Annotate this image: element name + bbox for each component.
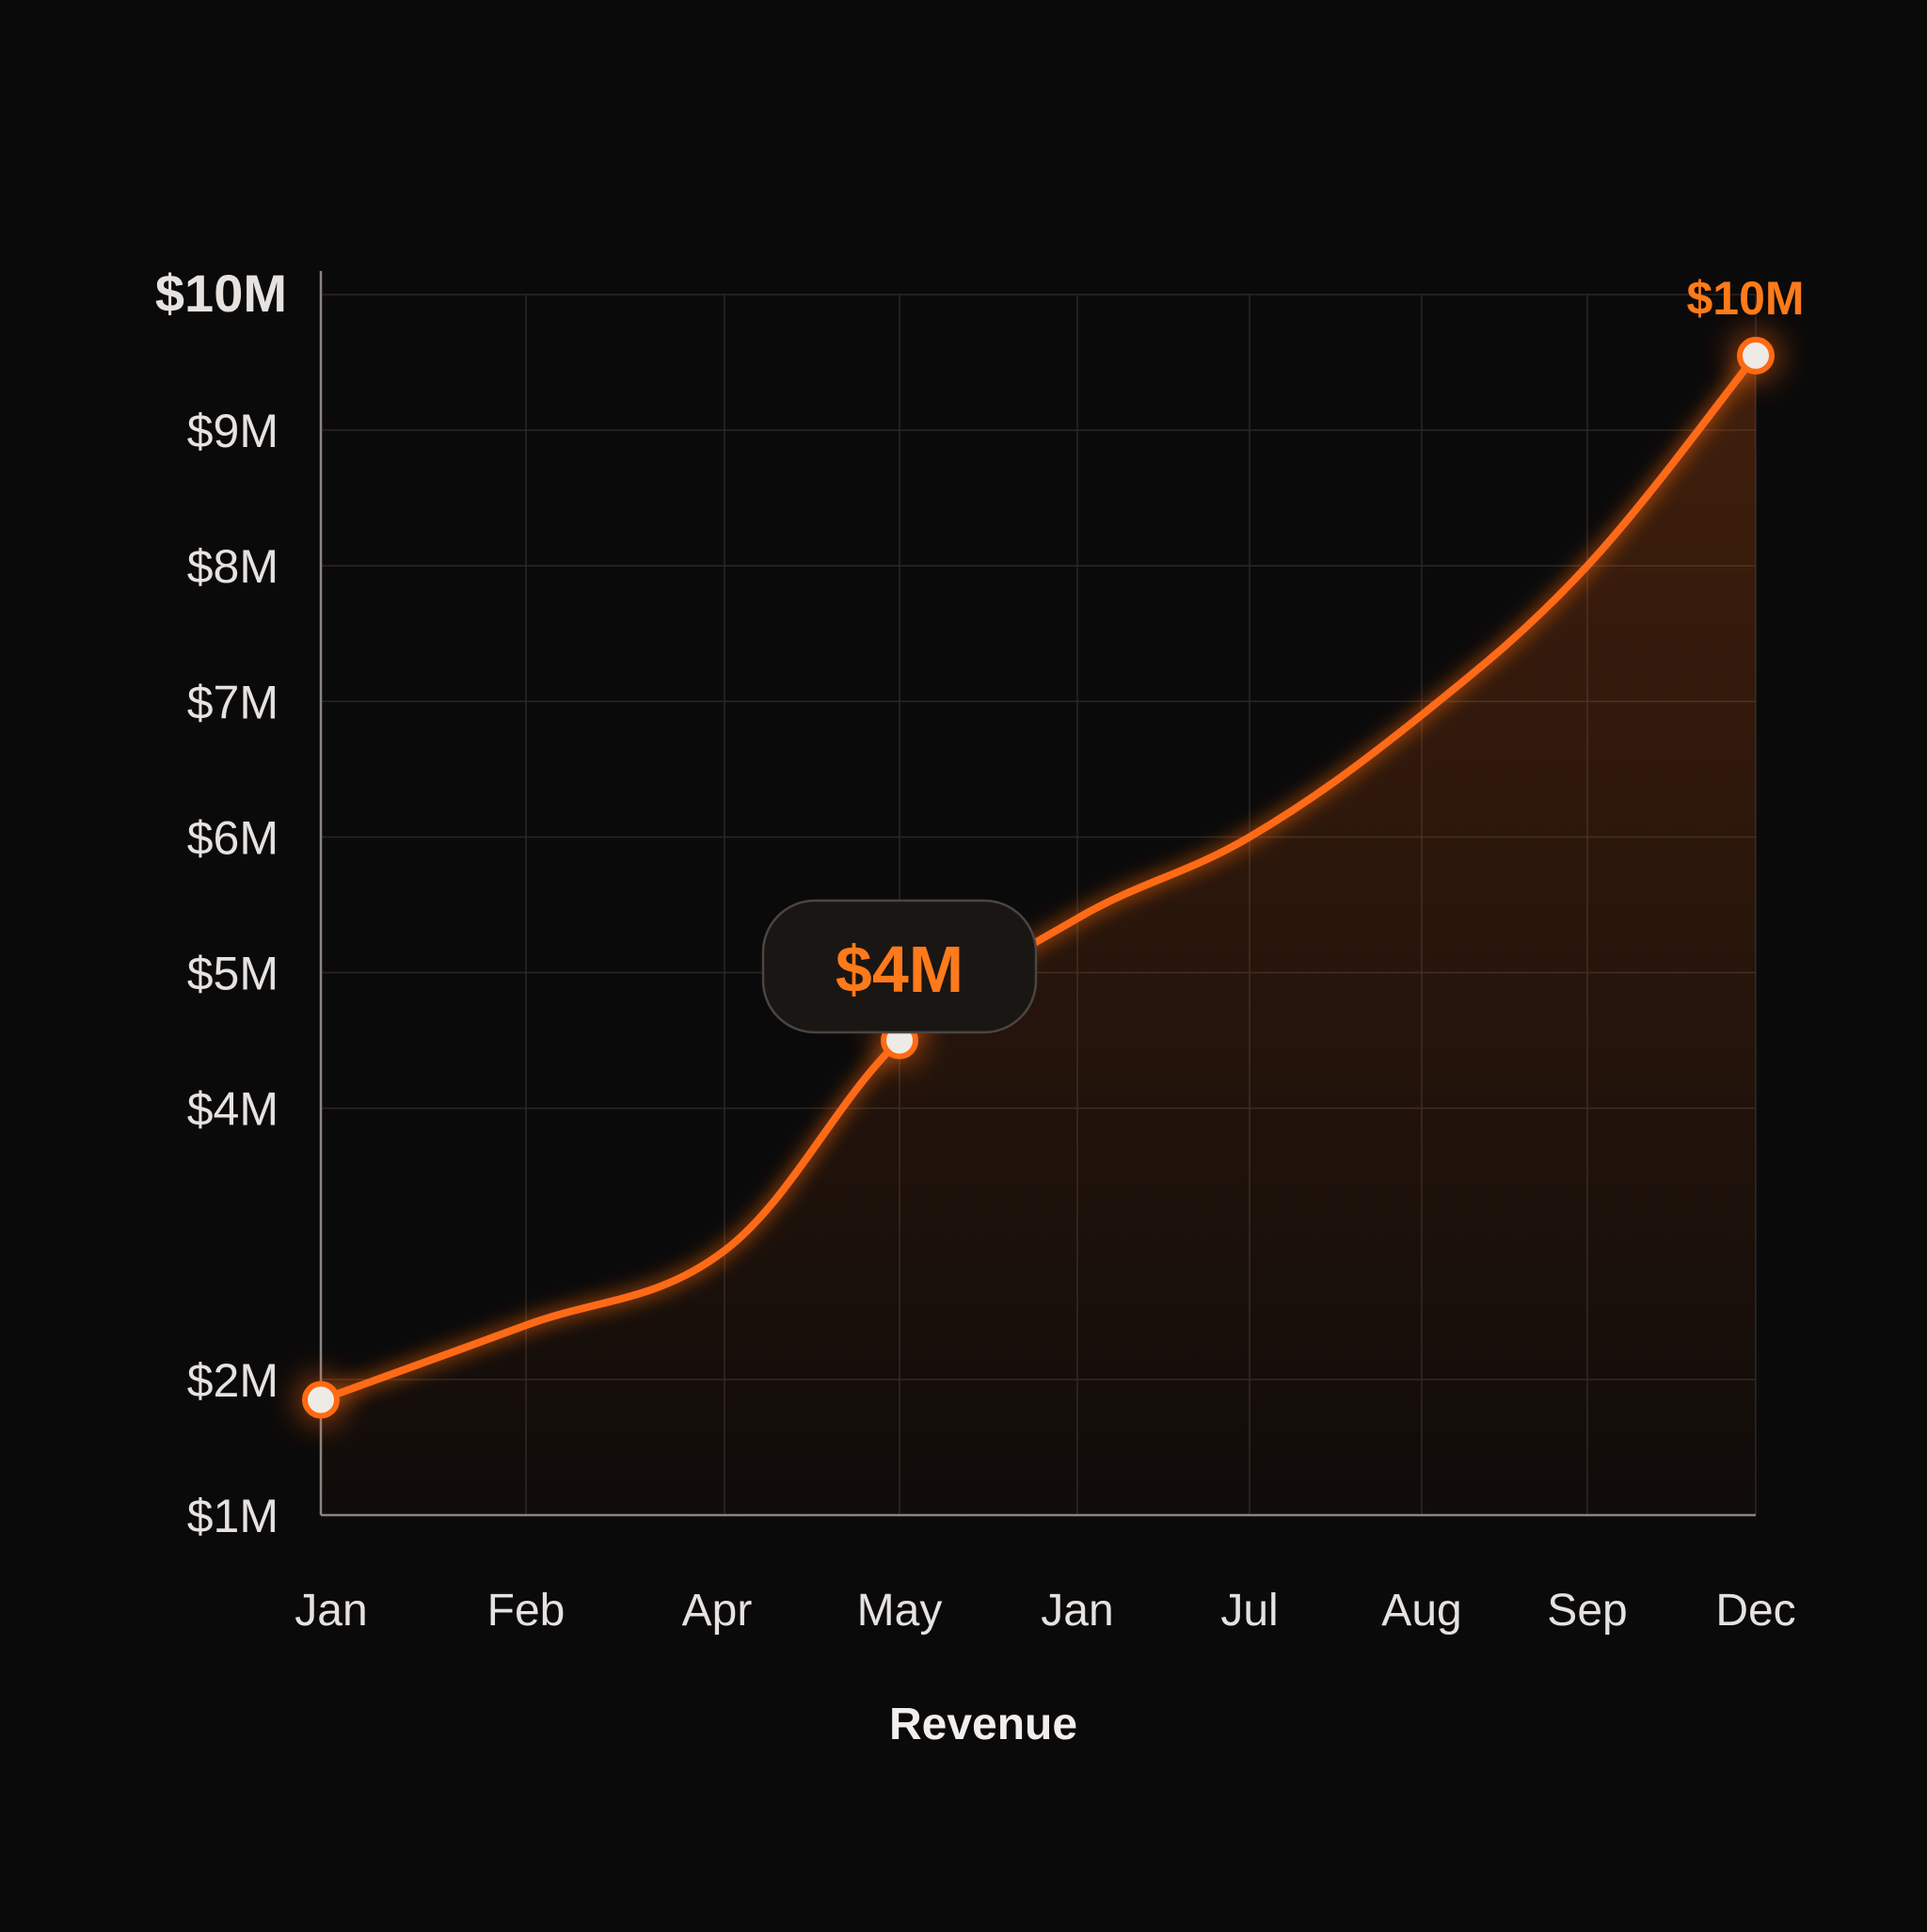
x-tick-labels: Jan Feb Apr May Jan Jul Aug Sep Dec xyxy=(295,1586,1795,1636)
x-tick-label: Jan xyxy=(1041,1586,1113,1636)
endpoint-label: $10M xyxy=(1686,272,1804,325)
y-tick-label: $10M xyxy=(155,263,287,323)
annotations: $4M $10M xyxy=(761,272,1805,1034)
callout-box xyxy=(761,899,1038,1034)
x-tick-label: May xyxy=(857,1586,943,1636)
y-tick-label: $9M xyxy=(187,405,279,457)
y-tick-label: $1M xyxy=(187,1490,279,1542)
y-tick-label: $6M xyxy=(187,811,279,864)
x-tick-label: Aug xyxy=(1381,1586,1461,1636)
y-tick-label: $2M xyxy=(187,1354,279,1407)
series-area xyxy=(321,355,1756,1516)
y-tick-label: $4M xyxy=(187,1083,279,1136)
x-axis-title: Revenue xyxy=(889,1700,1077,1749)
x-tick-label: Dec xyxy=(1715,1586,1795,1636)
markers xyxy=(293,327,1784,1429)
x-tick-label: Apr xyxy=(682,1586,753,1636)
data-point-marker[interactable] xyxy=(1737,336,1775,375)
series-line-layer xyxy=(317,351,1760,1404)
y-tick-label: $5M xyxy=(187,948,279,1000)
y-tick-label: $7M xyxy=(187,676,279,728)
x-tick-label: Sep xyxy=(1547,1586,1627,1636)
y-tick-labels: $10M $9M $8M $7M $6M $5M $4M $2M $1M xyxy=(155,263,287,1542)
series-line xyxy=(317,351,1760,1404)
x-tick-label: Feb xyxy=(487,1586,565,1636)
data-point-marker[interactable] xyxy=(302,1381,340,1419)
x-tick-label: Jan xyxy=(295,1586,367,1636)
callout-label: $4M xyxy=(836,933,964,1006)
x-tick-label: Jul xyxy=(1220,1586,1278,1636)
area-fill xyxy=(321,355,1756,1516)
y-tick-label: $8M xyxy=(187,540,279,593)
